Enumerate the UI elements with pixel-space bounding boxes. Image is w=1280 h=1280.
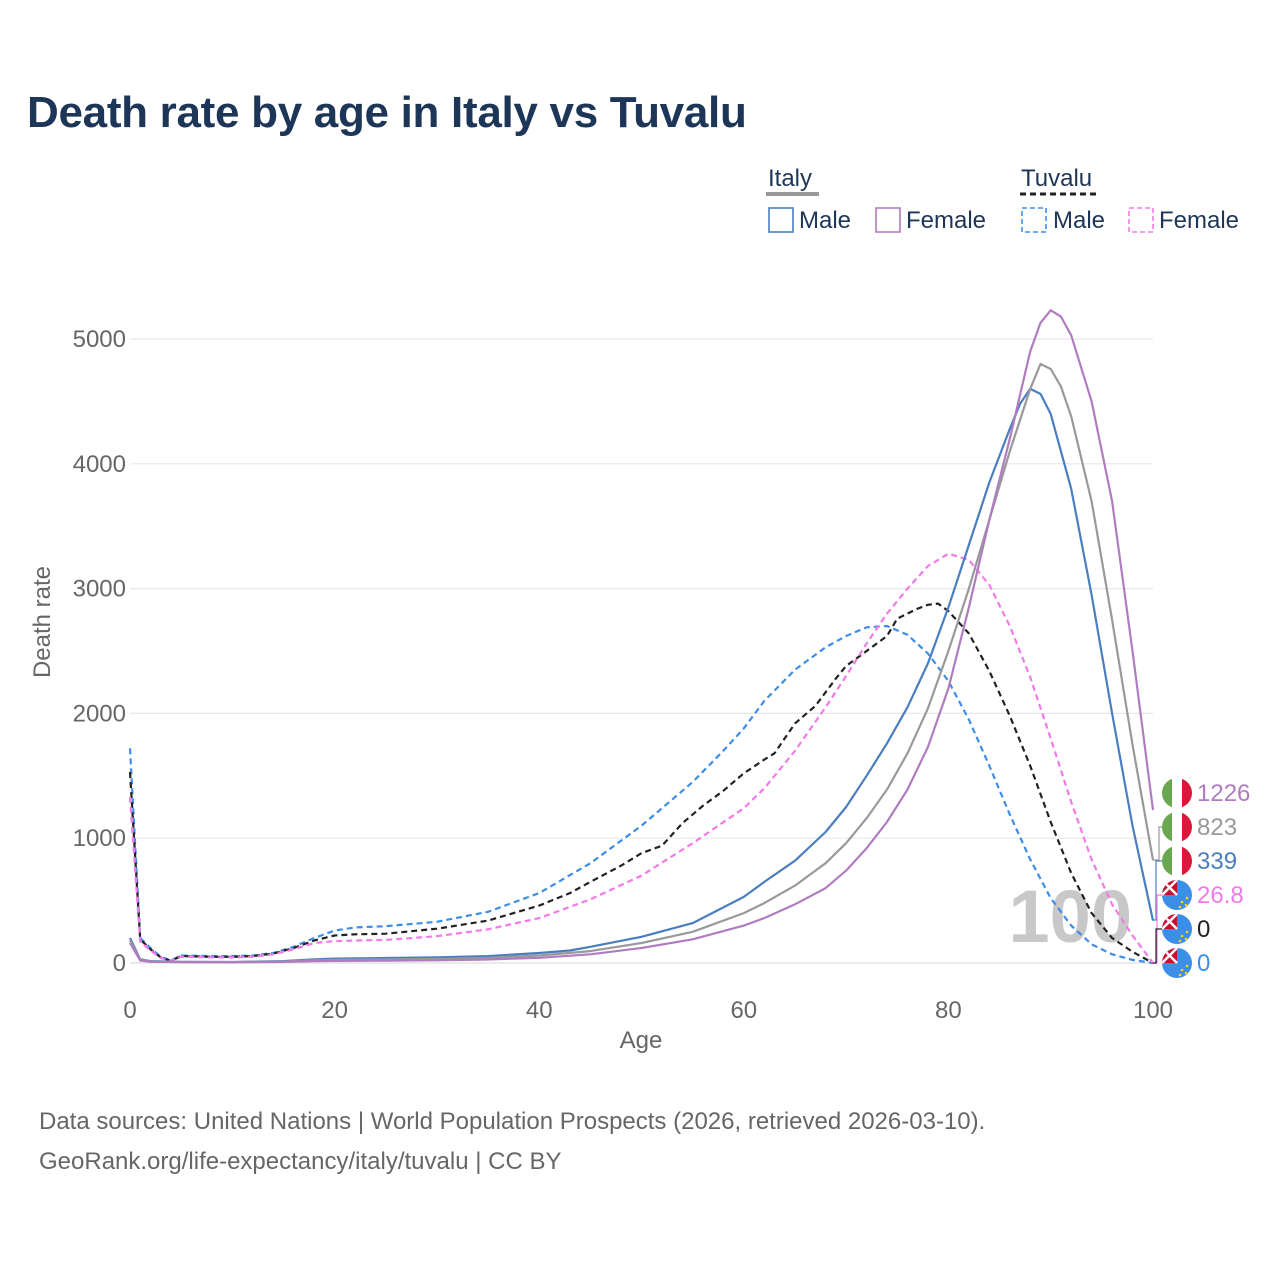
legend-tuvalu-male-swatch[interactable] <box>1021 207 1047 233</box>
legend-tuvalu-female-label[interactable]: Female <box>1159 207 1239 234</box>
tuvalu-flag-icon <box>1162 880 1192 910</box>
legend-group-tuvalu-title: Tuvalu <box>1021 165 1092 192</box>
label-connectors <box>1153 826 1164 964</box>
series-line-tuvalu-male[interactable] <box>128 624 1154 965</box>
y-tick-label: 2000 <box>73 700 126 727</box>
x-tick-label: 80 <box>935 997 962 1024</box>
y-tick-label: 0 <box>113 950 126 977</box>
italy-flag-icon <box>1162 778 1192 808</box>
grid-lines <box>130 338 1153 964</box>
end-flags <box>1162 778 1192 978</box>
chart-title: Death rate by age in Italy vs Tuvalu <box>27 88 747 137</box>
series-lines <box>128 309 1155 965</box>
watermark-age: 100 <box>1009 875 1132 958</box>
x-tick-label: 20 <box>321 997 348 1024</box>
y-axis-ticks: 0 1000 2000 3000 4000 5000 <box>73 326 126 977</box>
legend-tuvalu-female-swatch[interactable] <box>1128 207 1154 233</box>
connector-tuvalu-total <box>1153 928 1164 964</box>
legend-italy-female-swatch[interactable] <box>875 207 901 233</box>
end-label-tuvalu-total: 0 <box>1197 916 1210 943</box>
x-axis-ticks: 0 20 40 60 80 100 <box>123 997 1173 1024</box>
y-tick-label: 1000 <box>73 825 126 852</box>
legend: Italy Male Female Tuvalu Male Female <box>766 165 1239 234</box>
source-link[interactable]: GeoRank.org/life-expectancy/italy/tuvalu… <box>39 1148 562 1175</box>
x-axis-label: Age <box>620 1027 663 1054</box>
italy-flag-icon <box>1162 846 1192 876</box>
tuvalu-flag-icon <box>1162 948 1192 978</box>
series-line-italy-female[interactable] <box>129 309 1155 964</box>
end-label-italy-female: 1226 <box>1197 780 1250 807</box>
source-credit: Data sources: United Nations | World Pop… <box>39 1108 986 1135</box>
italy-flag-icon <box>1162 812 1192 842</box>
legend-tuvalu-male-label[interactable]: Male <box>1053 207 1105 234</box>
x-tick-label: 60 <box>730 997 757 1024</box>
end-label-tuvalu-female: 26.8 <box>1197 882 1244 909</box>
legend-italy-male-swatch[interactable] <box>768 207 794 233</box>
y-tick-label: 3000 <box>73 576 126 603</box>
series-line-tuvalu-total[interactable] <box>128 602 1154 964</box>
connector-italy-male <box>1153 860 1164 921</box>
y-tick-label: 5000 <box>73 326 126 353</box>
x-tick-label: 100 <box>1133 997 1173 1024</box>
legend-italy-female-label[interactable]: Female <box>906 207 986 234</box>
end-labels: 1226 823 339 26.8 0 0 <box>1197 780 1250 977</box>
end-label-italy-total: 823 <box>1197 814 1237 841</box>
x-tick-label: 0 <box>123 997 136 1024</box>
legend-group-italy-title: Italy <box>768 165 812 192</box>
series-line-tuvalu-female[interactable] <box>128 552 1154 964</box>
y-tick-label: 4000 <box>73 451 126 478</box>
connector-italy-total <box>1153 826 1164 861</box>
tuvalu-flag-icon <box>1162 914 1192 944</box>
legend-italy-male-label[interactable]: Male <box>799 207 851 234</box>
end-label-tuvalu-male: 0 <box>1197 950 1210 977</box>
x-tick-label: 40 <box>526 997 553 1024</box>
y-axis-label: Death rate <box>29 566 56 678</box>
end-label-italy-male: 339 <box>1197 848 1237 875</box>
